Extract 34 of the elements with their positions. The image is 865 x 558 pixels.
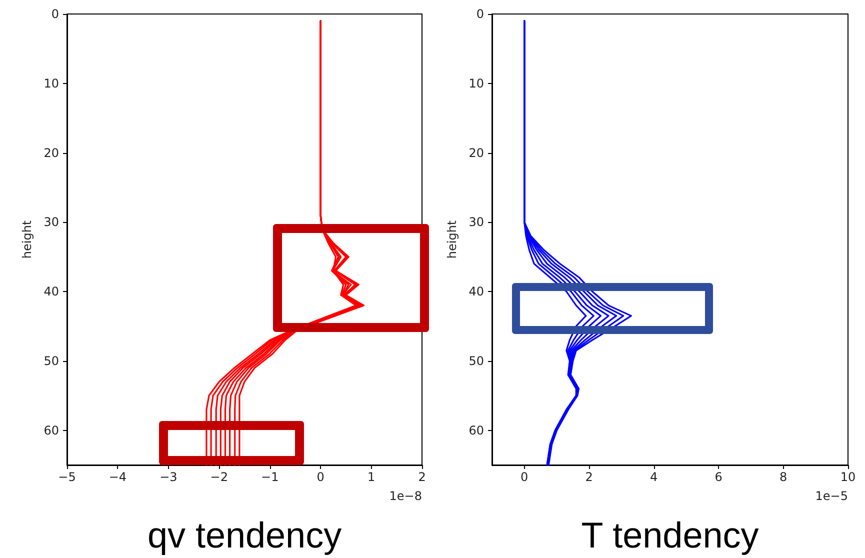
x-tick-label: 8 [779,470,788,484]
x-tick-label: −5 [58,470,76,484]
y-tick-label: 0 [476,7,484,21]
x-axis-title: qv tendency [147,514,342,556]
y-tick-label: 20 [44,146,59,160]
x-tick-label: −4 [108,470,127,484]
y-tick-label: 60 [44,423,59,438]
text: 1e−8 [389,489,422,503]
x-tick-label: 10 [840,470,856,484]
x-tick-label: 4 [650,470,658,484]
x-tick-label: −3 [160,470,178,484]
x-tick-label: 2 [585,470,593,484]
y-axis-title: height [20,220,34,259]
y-tick-label: 30 [44,215,59,230]
y-tick-label: 10 [44,76,59,90]
x-tick-label: 0 [520,470,528,484]
x-axis-title: T tendency [581,514,759,556]
text: 1e−5 [815,489,848,503]
y-tick-label: 10 [468,76,484,90]
y-tick-label: 30 [468,215,484,230]
y-tick-label: 50 [468,354,484,368]
x-tick-label: 2 [418,470,426,484]
x-tick-label: 1 [367,470,376,484]
y-tick-label: 50 [44,354,59,368]
y-tick-label: 0 [51,7,59,21]
y-axis-title: height [444,220,459,259]
x-tick-label: −1 [261,470,279,484]
y-tick-label: 60 [468,423,484,438]
y-tick-label: 20 [468,146,484,160]
y-tick-label: 40 [468,284,484,299]
x-tick-label: 0 [316,470,324,484]
y-tick-label: 40 [44,284,59,299]
x-tick-label: −2 [210,470,228,484]
x-tick-label: 6 [714,470,722,484]
